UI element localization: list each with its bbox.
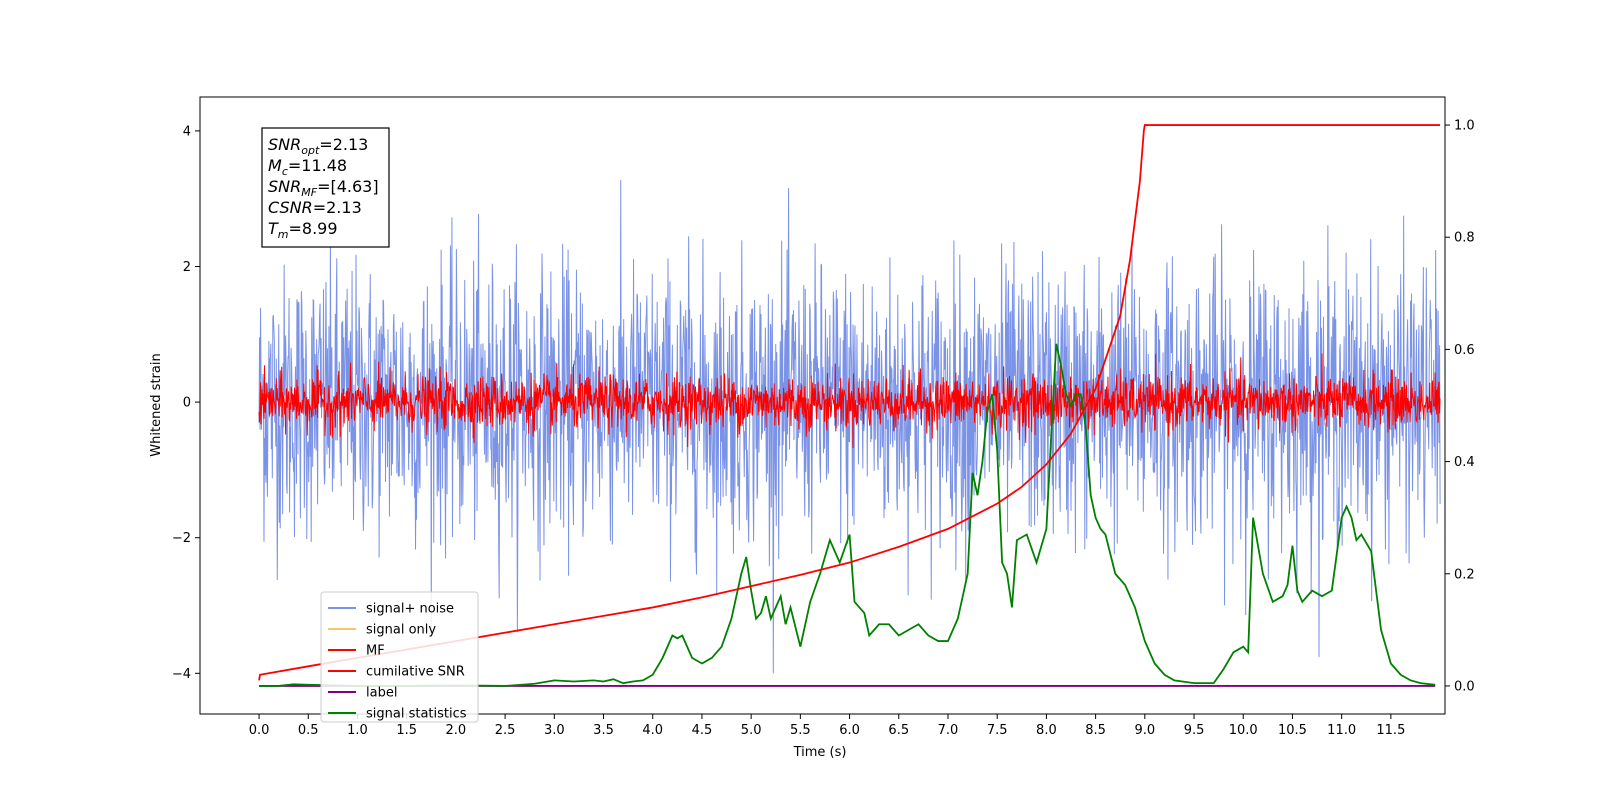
right-y-tick-label: 0.2 — [1454, 567, 1475, 582]
x-tick-label: 6.5 — [888, 723, 909, 738]
legend-label: MF — [366, 644, 385, 659]
x-tick-label: 10.0 — [1229, 723, 1258, 738]
x-tick-label: 7.5 — [987, 723, 1008, 738]
x-tick-label: 0.5 — [298, 723, 319, 738]
x-tick-label: 1.0 — [347, 723, 368, 738]
left-y-tick-label: 4 — [183, 124, 191, 139]
x-tick-label: 4.0 — [642, 723, 663, 738]
legend-label: cumilative SNR — [366, 665, 465, 680]
annotation-line: Mc=11.48 — [268, 156, 347, 178]
annotation-line: SNRMF=[4.63] — [268, 177, 379, 199]
x-tick-label: 2.5 — [495, 723, 516, 738]
x-tick-label: 4.5 — [692, 723, 713, 738]
left-y-tick-label: 2 — [183, 260, 191, 275]
x-tick-label: 11.5 — [1376, 723, 1405, 738]
right-y-tick-label: 1.0 — [1454, 119, 1475, 134]
annotation-line: Tm=8.99 — [268, 219, 338, 241]
right-y-tick-label: 0.8 — [1454, 231, 1475, 246]
legend-label: label — [366, 686, 397, 701]
left-y-tick-label: −2 — [172, 531, 191, 546]
x-tick-label: 10.5 — [1278, 723, 1307, 738]
x-tick-label: 8.5 — [1085, 723, 1106, 738]
annotation-line: CSNR=2.13 — [268, 198, 362, 217]
annotation-line: SNRopt=2.13 — [268, 135, 368, 157]
x-tick-label: 3.5 — [593, 723, 614, 738]
x-tick-label: 9.5 — [1184, 723, 1205, 738]
left-y-tick-label: −4 — [172, 667, 191, 682]
x-tick-label: 9.0 — [1134, 723, 1155, 738]
left-y-tick-label: 0 — [183, 396, 191, 411]
x-tick-label: 5.5 — [790, 723, 811, 738]
x-tick-label: 2.0 — [446, 723, 467, 738]
left-y-axis-title: Whitened strain — [149, 353, 164, 456]
right-y-axis: 0.0 0.2 0.4 0.6 0.8 1.0 — [1445, 119, 1475, 694]
plot-frame — [199, 96, 1446, 715]
x-tick-label: 0.0 — [249, 723, 270, 738]
legend-label: signal statistics — [366, 707, 467, 722]
x-tick-label: 6.0 — [839, 723, 860, 738]
x-tick-label: 5.0 — [741, 723, 762, 738]
series-line — [259, 343, 1436, 687]
x-tick-label: 1.5 — [396, 723, 417, 738]
legend: signal+ noise signal only MF cumilative SNR… — [320, 591, 479, 723]
x-tick-label: 3.0 — [544, 723, 565, 738]
annotation-box: SNRopt=2.13Mc=11.48SNRMF=[4.63]CSNR=2.13… — [261, 127, 390, 248]
legend-label: signal+ noise — [366, 602, 454, 617]
x-tick-label: 11.0 — [1327, 723, 1356, 738]
x-axis: 0.0 0.5 1.0 1.5 2.0 2.5 3.0 3.5 4.0 4.5 5.0 5.5 6.0 6… — [249, 714, 1405, 738]
left-y-axis: −4 −2 0 2 4 — [172, 124, 200, 682]
legend-label: signal only — [366, 623, 436, 638]
x-tick-label: 8.0 — [1036, 723, 1057, 738]
x-tick-label: 7.0 — [938, 723, 959, 738]
right-y-tick-label: 0.6 — [1454, 343, 1475, 358]
x-axis-title: Time (s) — [793, 745, 847, 760]
right-y-tick-label: 0.0 — [1454, 679, 1475, 694]
series-line — [258, 353, 1441, 448]
right-y-tick-label: 0.4 — [1454, 455, 1475, 470]
